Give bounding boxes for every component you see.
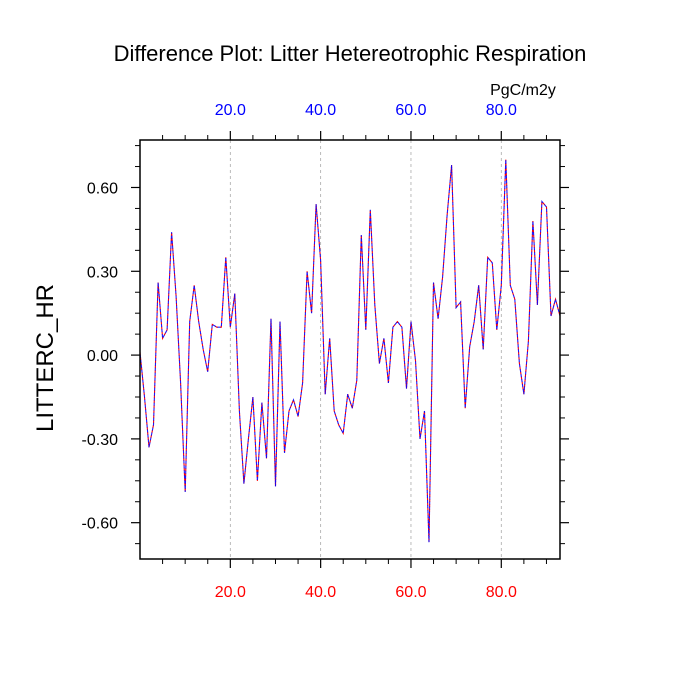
y-tick-label-2: 0.00: [87, 348, 118, 365]
grid-lines: [229, 140, 502, 559]
y-tick-label-3: 0.30: [87, 264, 118, 281]
plot-frame: [139, 139, 561, 560]
x-tick-label-top-1: 40.0: [305, 102, 336, 119]
series-line-a: [139, 159, 561, 543]
series-lines: [139, 159, 561, 543]
series-line-b: [139, 159, 561, 543]
x-tick-label-bottom-3: 80.0: [486, 584, 517, 601]
y-tick-label-4: 0.60: [87, 180, 118, 197]
y-tick-label-0: -0.60: [82, 516, 119, 533]
x-tick-label-top-2: 60.0: [395, 102, 426, 119]
units-label: PgC/m2y: [490, 82, 556, 99]
x-tick-label-bottom-0: 20.0: [215, 584, 246, 601]
axis-ticks: [131, 131, 569, 568]
tick-labels: 20.0 20.0 40.0 40.0 60.0 60.0 80.0 80.0 -0.60 -0.…: [82, 102, 517, 601]
x-tick-label-bottom-1: 40.0: [305, 584, 336, 601]
chart-title: Difference Plot: Litter Hetereotrophic R…: [114, 41, 587, 66]
x-tick-label-top-0: 20.0: [215, 102, 246, 119]
y-axis-label: LITTERC_HR: [32, 284, 59, 432]
x-tick-label-top-3: 80.0: [486, 102, 517, 119]
x-tick-label-bottom-2: 60.0: [395, 584, 426, 601]
y-tick-label-1: -0.30: [82, 432, 119, 449]
